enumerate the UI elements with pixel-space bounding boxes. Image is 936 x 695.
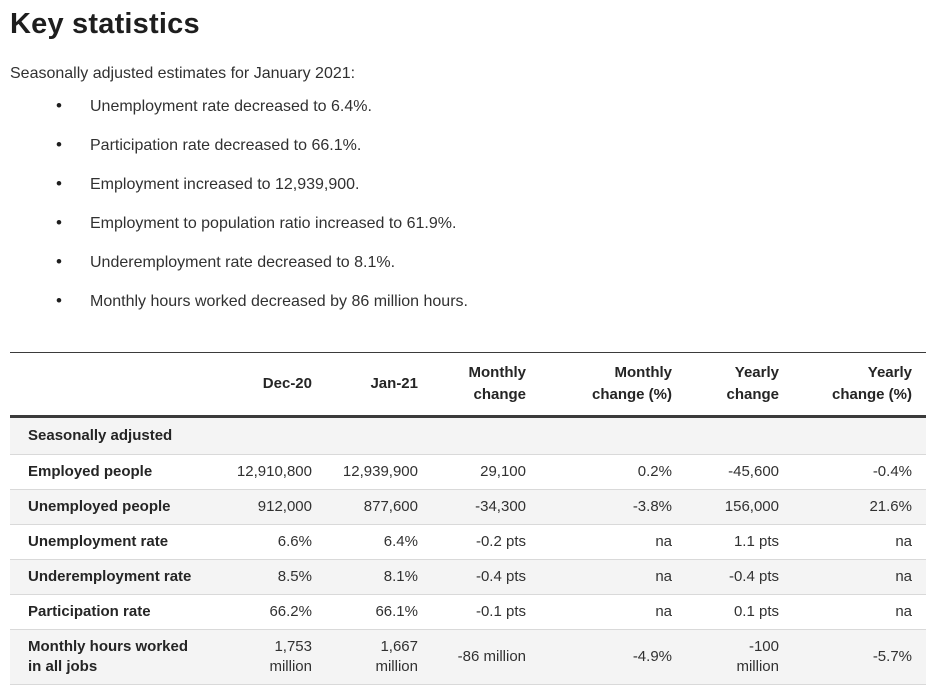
table-row-employed-people: Employed people 12,910,800 12,939,900 29…	[10, 455, 926, 490]
table-row-underemployment-rate: Underemployment rate 8.5% 8.1% -0.4 pts …	[10, 559, 926, 595]
cell-dec-20: 66.2%	[269, 603, 312, 620]
list-item-employment-to-population: Employment to population ratio increased…	[56, 212, 926, 234]
cell-monthly-change-pct: na	[655, 568, 672, 585]
cell-monthly-change: -0.2 pts	[475, 533, 526, 550]
cell-jan-21: 12,939,900	[342, 463, 418, 480]
cell-jan-21: 66.1%	[375, 603, 418, 620]
section-header-row: Seasonally adjusted	[10, 416, 926, 455]
cell-dec-20: 8.5%	[277, 568, 312, 585]
section-header-label: Seasonally adjusted	[28, 427, 173, 444]
cell-yearly-change-pct: na	[895, 533, 912, 550]
cell-monthly-change: -0.1 pts	[475, 603, 526, 620]
intro-text: Seasonally adjusted estimates for Januar…	[10, 65, 356, 82]
cell-monthly-change-pct: -4.9%	[632, 648, 672, 665]
row-label: Unemployment rate	[28, 533, 169, 550]
table-row-unemployed-people: Unemployed people 912,000 877,600 -34,30…	[10, 489, 926, 525]
cell-dec-20: 6.6%	[277, 533, 312, 550]
cell-yearly-change: -100 million	[736, 638, 779, 675]
cell-monthly-change-pct: 0.2%	[637, 463, 672, 480]
column-header-monthly-change-pct: Monthly change (%)	[591, 364, 672, 403]
list-item-participation-rate: Participation rate decreased to 66.1%.	[56, 134, 926, 156]
list-item-underemployment-rate: Underemployment rate decreased to 8.1%.	[56, 251, 926, 273]
row-label: Participation rate	[28, 603, 151, 620]
column-header-jan-21: Jan-21	[370, 375, 418, 392]
cell-jan-21: 1,667 million	[375, 638, 418, 675]
page-title: Key statistics	[10, 8, 200, 40]
table-row-participation-rate: Participation rate 66.2% 66.1% -0.1 pts …	[10, 595, 926, 630]
cell-yearly-change: 156,000	[724, 498, 779, 515]
statistics-table: Dec-20 Jan-21 Monthly change Monthly cha…	[10, 352, 926, 685]
row-label: Underemployment rate	[28, 568, 192, 585]
cell-monthly-change: -0.4 pts	[475, 568, 526, 585]
cell-yearly-change-pct: -5.7%	[872, 648, 912, 665]
cell-monthly-change: -34,300	[475, 498, 526, 515]
column-header-blank	[10, 353, 225, 417]
cell-monthly-change-pct: na	[655, 603, 672, 620]
table-header-row: Dec-20 Jan-21 Monthly change Monthly cha…	[10, 353, 926, 417]
cell-dec-20: 912,000	[257, 498, 312, 515]
key-points-list: Unemployment rate decreased to 6.4%. Par…	[10, 95, 926, 312]
list-item-monthly-hours: Monthly hours worked decreased by 86 mil…	[56, 290, 926, 312]
cell-dec-20: 1,753 million	[269, 638, 312, 675]
cell-yearly-change: -45,600	[728, 463, 779, 480]
list-item-unemployment-rate: Unemployment rate decreased to 6.4%.	[56, 95, 926, 117]
table-row-unemployment-rate: Unemployment rate 6.6% 6.4% -0.2 pts na …	[10, 525, 926, 560]
cell-yearly-change: 1.1 pts	[733, 533, 779, 550]
cell-yearly-change-pct: -0.4%	[872, 463, 912, 480]
cell-monthly-change-pct: -3.8%	[632, 498, 672, 515]
cell-yearly-change-pct: 21.6%	[869, 498, 912, 515]
cell-yearly-change-pct: na	[895, 603, 912, 620]
row-label: Employed people	[28, 463, 153, 480]
cell-jan-21: 8.1%	[383, 568, 418, 585]
cell-monthly-change: 29,100	[480, 463, 526, 480]
list-item-employment: Employment increased to 12,939,900.	[56, 173, 926, 195]
cell-yearly-change: 0.1 pts	[733, 603, 779, 620]
cell-dec-20: 12,910,800	[236, 463, 312, 480]
cell-monthly-change-pct: na	[655, 533, 672, 550]
row-label: Unemployed people	[28, 498, 171, 515]
table-row-monthly-hours-worked: Monthly hours worked in all jobs 1,753 m…	[10, 629, 926, 685]
column-header-dec-20: Dec-20	[262, 375, 312, 392]
column-header-yearly-change: Yearly change	[726, 364, 779, 403]
cell-monthly-change: -86 million	[457, 648, 526, 665]
cell-yearly-change: -0.4 pts	[728, 568, 779, 585]
column-header-monthly-change: Monthly change	[468, 364, 527, 403]
cell-jan-21: 877,600	[363, 498, 418, 515]
cell-yearly-change-pct: na	[895, 568, 912, 585]
cell-jan-21: 6.4%	[383, 533, 418, 550]
row-label: Monthly hours worked in all jobs	[28, 638, 189, 675]
column-header-yearly-change-pct: Yearly change (%)	[831, 364, 912, 403]
